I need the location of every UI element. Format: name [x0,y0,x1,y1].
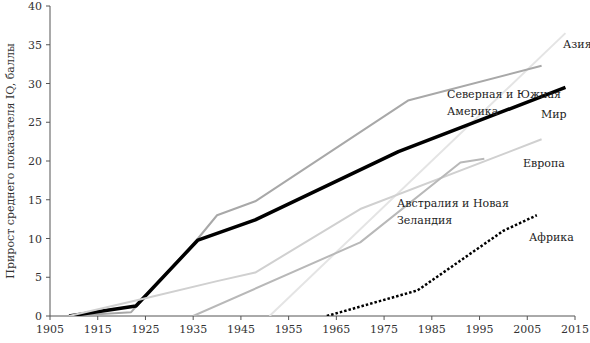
x-tick [97,316,98,320]
plot-area [69,33,565,316]
x-tick-label: 2015 [561,323,589,336]
y-tick [46,238,50,239]
y-tick [46,316,50,317]
y-tick-label: 25 [28,116,42,129]
x-tick [479,316,480,320]
series-label: Мир [541,108,567,121]
series-line [69,66,542,316]
y-tick [46,44,50,45]
x-tick [145,316,146,320]
x-tick [288,316,289,320]
y-tick-label: 20 [28,155,42,168]
x-tick-label: 1995 [466,323,494,336]
series-line [193,159,484,316]
y-tick-label: 10 [28,233,42,246]
series-label: Азия [563,38,590,51]
y-tick-label: 35 [28,39,42,52]
series-label: Австралия и НоваяЗеландия [397,197,509,227]
y-tick [46,6,50,7]
y-tick [46,277,50,278]
series-line [327,215,537,316]
chart: 1905 1915 1925 1935 1945 1955 1965 1975 1985 1995… [0,0,590,343]
x-tick-label: 1935 [179,323,207,336]
x-tick [431,316,432,320]
x-tick [50,316,51,320]
y-tick-label: 5 [35,271,42,284]
x-tick-label: 1915 [84,323,112,336]
x-tick-label: 1985 [418,323,446,336]
y-tick [46,161,50,162]
x-tick-label: 1925 [131,323,159,336]
x-tick-label: 1975 [370,323,398,336]
y-tick-label: 15 [28,194,42,207]
x-tick [336,316,337,320]
series-line [270,33,566,316]
x-tick-label: 1945 [227,323,255,336]
x-tick-label: 1955 [275,323,303,336]
y-tick-label: 0 [35,310,42,323]
axes: 1905 1915 1925 1935 1945 1955 1965 1975 1985 1995… [28,0,589,336]
x-tick [575,316,576,320]
y-axis-label: Прирост среднего показателя IQ, баллы [4,43,17,279]
y-tick [46,83,50,84]
x-tick [527,316,528,320]
series-label: Европа [523,157,565,170]
x-tick [240,316,241,320]
x-tick [384,316,385,320]
y-tick-label: 40 [28,0,42,13]
x-tick [193,316,194,320]
x-tick-label: 1965 [322,323,350,336]
series-line [69,139,542,316]
series-line [69,87,565,316]
x-tick-label: 2005 [513,323,541,336]
x-axis [50,316,575,317]
x-tick-label: 1905 [36,323,64,336]
series-label: Африка [529,231,574,244]
y-tick-label: 30 [28,78,42,91]
y-tick [46,199,50,200]
y-tick [46,122,50,123]
